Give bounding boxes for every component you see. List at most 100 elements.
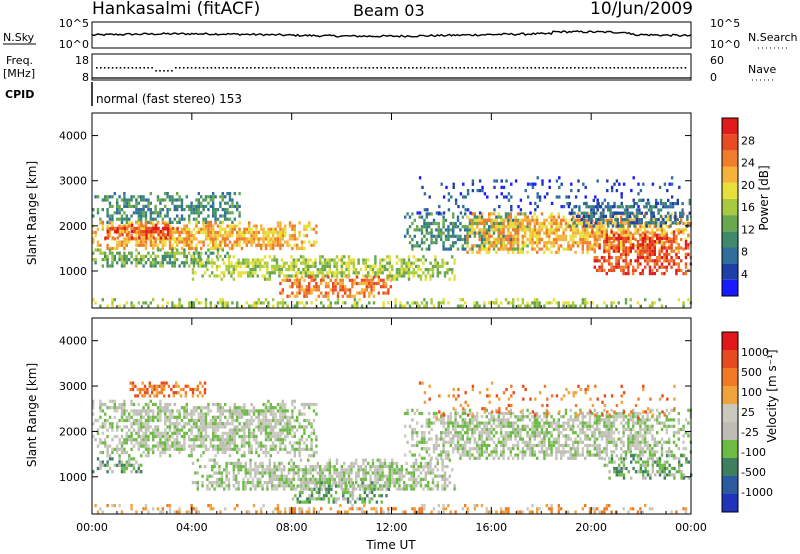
heatmap-cell xyxy=(319,271,322,275)
heatmap-cell xyxy=(104,438,107,442)
heatmap-cell xyxy=(665,268,668,272)
heatmap-cell xyxy=(435,241,438,245)
heatmap-cell xyxy=(149,261,152,265)
heatmap-cell xyxy=(588,231,592,235)
heatmap-cell xyxy=(128,418,131,423)
heatmap-cell xyxy=(231,220,234,224)
heatmap-cell xyxy=(298,450,301,455)
heatmap-cell xyxy=(343,468,346,472)
heatmap-cell xyxy=(220,471,223,475)
heatmap-cell xyxy=(276,224,280,228)
heatmap-cell xyxy=(519,218,522,222)
heatmap-cell xyxy=(468,218,472,222)
heatmap-cell xyxy=(274,434,277,439)
heatmap-cell xyxy=(212,214,215,218)
heatmap-cell xyxy=(216,237,220,241)
heatmap-cell xyxy=(485,221,488,226)
heatmap-cell xyxy=(620,247,623,251)
heatmap-cell xyxy=(315,444,318,448)
heatmap-cell xyxy=(159,441,162,445)
heatmap-cell xyxy=(149,192,152,196)
heatmap-cell xyxy=(616,224,619,228)
heatmap-cell xyxy=(507,301,510,305)
heatmap-cell xyxy=(682,247,685,251)
heatmap-cell xyxy=(502,195,506,199)
heatmap-cell xyxy=(106,418,109,423)
heatmap-cell xyxy=(221,406,224,410)
heatmap-cell xyxy=(310,422,313,426)
heatmap-cell xyxy=(623,211,627,215)
heatmap-cell xyxy=(149,243,152,247)
heatmap-cell xyxy=(483,225,486,229)
freq-point xyxy=(502,67,505,69)
freq-point xyxy=(309,67,311,69)
heatmap-cell xyxy=(281,304,284,308)
heatmap-cell xyxy=(269,438,272,442)
heatmap-cell xyxy=(437,228,440,232)
freq-point xyxy=(506,67,509,69)
heatmap-cell xyxy=(401,304,404,308)
heatmap-cell xyxy=(245,434,248,439)
heatmap-cell xyxy=(194,471,197,475)
heatmap-cell xyxy=(344,285,347,289)
heatmap-cell xyxy=(427,268,430,272)
heatmap-cell xyxy=(540,237,544,242)
colorbar-swatch xyxy=(722,182,738,199)
heatmap-cell xyxy=(212,447,215,451)
heatmap-cell xyxy=(548,234,551,238)
heatmap-cell xyxy=(101,431,104,435)
heatmap-cell xyxy=(287,268,291,272)
heatmap-cell xyxy=(641,252,644,256)
heatmap-cell xyxy=(128,412,131,416)
heatmap-cell xyxy=(92,402,95,407)
heatmap-cell xyxy=(451,255,454,259)
heatmap-cell xyxy=(219,230,222,235)
heatmap-cell xyxy=(190,237,193,241)
heatmap-cell xyxy=(624,272,628,276)
heatmap-cell xyxy=(376,468,379,472)
heatmap-cell xyxy=(507,198,511,202)
heatmap-cell xyxy=(214,434,217,439)
heatmap-cell xyxy=(154,261,157,265)
heatmap-cell xyxy=(407,264,411,268)
heatmap-cell xyxy=(171,441,174,445)
heatmap-cell xyxy=(137,240,140,244)
heatmap-cell xyxy=(622,252,625,256)
heatmap-cell xyxy=(250,230,253,235)
freq-point xyxy=(230,67,232,69)
heatmap-cell xyxy=(404,215,407,219)
heatmap-cell xyxy=(180,428,184,432)
heatmap-cell xyxy=(202,208,205,212)
heatmap-cell xyxy=(509,212,512,216)
heatmap-cell xyxy=(461,215,464,219)
heatmap-cell xyxy=(456,215,460,219)
heatmap-cell xyxy=(154,428,157,432)
freq-point xyxy=(593,67,596,69)
heatmap-cell xyxy=(447,247,450,251)
heatmap-cell xyxy=(416,301,419,305)
heatmap-cell xyxy=(238,447,241,451)
heatmap-cell xyxy=(123,261,126,265)
heatmap-cell xyxy=(347,261,351,265)
heatmap-cell xyxy=(660,236,664,240)
heatmap-cell xyxy=(219,204,222,208)
heatmap-cell xyxy=(147,220,150,224)
heatmap-cell xyxy=(650,214,653,218)
heatmap-cell xyxy=(660,234,664,238)
heatmap-cell xyxy=(590,208,593,212)
heatmap-cell xyxy=(324,281,328,286)
heatmap-cell xyxy=(444,218,448,222)
heatmap-cell xyxy=(466,234,469,238)
heatmap-cell xyxy=(478,237,481,242)
heatmap-cell xyxy=(615,256,618,260)
heatmap-cell xyxy=(416,228,419,232)
heatmap-cell xyxy=(254,471,257,475)
heatmap-cell xyxy=(628,214,631,218)
heatmap-cell xyxy=(168,438,172,442)
heatmap-cell xyxy=(660,265,664,269)
heatmap-cell xyxy=(192,264,196,268)
heatmap-cell xyxy=(372,301,376,305)
heatmap-cell xyxy=(651,231,654,235)
heatmap-cell xyxy=(190,246,193,251)
heatmap-cell xyxy=(271,264,274,268)
